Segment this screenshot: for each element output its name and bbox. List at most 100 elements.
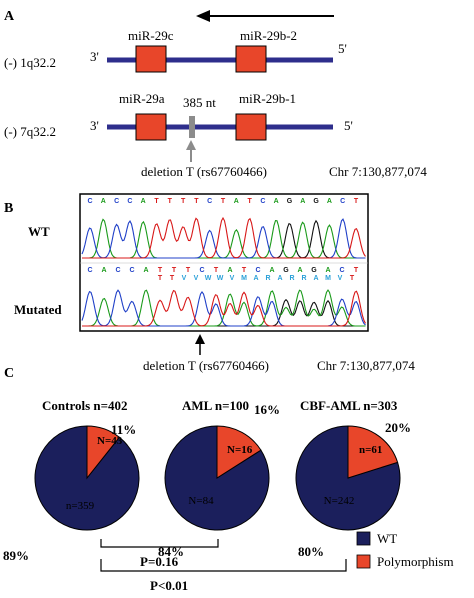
pie-title-aml: AML n=100 bbox=[182, 398, 249, 413]
chromatogram-pointer bbox=[195, 334, 205, 355]
panel-a: A (-) 1q32.2 3' 5' miR-29c miR-29b-2 (-)… bbox=[4, 9, 427, 179]
mut-base-17: A bbox=[325, 267, 330, 274]
deletion-site-marker bbox=[189, 116, 195, 138]
wt-base-13: C bbox=[260, 198, 265, 205]
pie-1-wt-count: N=84 bbox=[188, 495, 214, 507]
gene-mir29a-box bbox=[135, 113, 167, 141]
mut-base-5: T bbox=[158, 267, 163, 274]
mut-ambig-6: V bbox=[230, 275, 235, 282]
mut-ambig-14: M bbox=[325, 275, 331, 282]
pie-0-wt-percent: 89% bbox=[3, 548, 29, 563]
pie-2-slice-polymorphism bbox=[347, 425, 399, 479]
bracket-p016 bbox=[100, 539, 219, 548]
mut-base-4: A bbox=[143, 267, 148, 274]
locus-1q32: (-) 1q32.2 3' 5' miR-29c miR-29b-2 bbox=[4, 28, 347, 73]
pie-2-wt-percent: 80% bbox=[298, 544, 324, 559]
mut-base-6: T bbox=[172, 267, 177, 274]
locus-2-3prime: 3' bbox=[90, 118, 99, 133]
gene-mir29c-box bbox=[135, 45, 167, 73]
wt-base-20: T bbox=[354, 198, 359, 205]
mut-base-18: C bbox=[339, 267, 344, 274]
panel-b-deletion-label: deletion T (rs67760466) bbox=[143, 358, 269, 373]
mut-base-9: T bbox=[214, 267, 219, 274]
panel-b-chr-label: Chr 7:130,877,074 bbox=[317, 358, 415, 373]
pie-0-slice-polymorphism bbox=[86, 425, 121, 480]
wt-base-5: T bbox=[154, 198, 159, 205]
pie-2-poly-count: n=61 bbox=[359, 444, 382, 456]
mut-ambig-12: R bbox=[301, 275, 306, 282]
mut-ambig-7: M bbox=[241, 275, 247, 282]
pie-1-slice-polymorphism bbox=[216, 425, 262, 479]
panel-c-label: C bbox=[4, 366, 14, 381]
mut-ambig-5: W bbox=[217, 275, 224, 282]
gene-mir29b2-box bbox=[235, 45, 267, 73]
panel-b-label: B bbox=[4, 201, 13, 216]
p-value-016: P=0.16 bbox=[140, 554, 179, 569]
panel-c: C Controls n=402 AML n=100 CBF-AML n=303… bbox=[3, 366, 454, 593]
mut-base-15: A bbox=[297, 267, 302, 274]
mut-ambig-0: T bbox=[158, 275, 163, 282]
wt-base-11: A bbox=[234, 198, 239, 205]
wt-trace bbox=[81, 216, 366, 259]
legend-label-polymorphism: Polymorphism bbox=[377, 554, 454, 569]
wt-base-19: C bbox=[340, 198, 345, 205]
legend: WT Polymorphism bbox=[356, 531, 454, 569]
wt-base-16: A bbox=[300, 198, 305, 205]
mut-base-8: C bbox=[199, 267, 204, 274]
wt-base-1: A bbox=[101, 198, 106, 205]
locus-2-name: (-) 7q32.2 bbox=[4, 124, 56, 139]
pie-title-controls: Controls n=402 bbox=[42, 398, 128, 413]
mut-base-1: A bbox=[101, 267, 106, 274]
wt-base-0: C bbox=[87, 198, 92, 205]
wt-base-8: T bbox=[194, 198, 199, 205]
mut-ambig-1: T bbox=[170, 275, 175, 282]
mut-ambig-4: W bbox=[205, 275, 212, 282]
gene-mir29a-label: miR-29a bbox=[119, 91, 165, 106]
mut-base-13: A bbox=[269, 267, 274, 274]
pie-1-wt-percent: 84% bbox=[158, 544, 184, 559]
mut-ambig-15: V bbox=[338, 275, 343, 282]
mut-base-3: C bbox=[129, 267, 134, 274]
mutated-trace bbox=[81, 289, 366, 327]
bracket-p001 bbox=[100, 559, 347, 572]
pie-charts: N=43 n=359 11% 89% N=16 N=84 16% 84% n=61 N=242 20… bbox=[3, 402, 411, 563]
mut-ambig-3: V bbox=[194, 275, 199, 282]
mut-base-0: C bbox=[87, 267, 92, 274]
pie-0-poly-percent: 11% bbox=[111, 422, 136, 437]
gene-mir29b1-label: miR-29b-1 bbox=[239, 91, 296, 106]
wt-base-18: A bbox=[327, 198, 332, 205]
wt-base-9: C bbox=[207, 198, 212, 205]
mut-base-10: A bbox=[227, 267, 232, 274]
deletion-pointer bbox=[186, 140, 196, 162]
wt-base-7: T bbox=[181, 198, 186, 205]
gene-mir29b2-label: miR-29b-2 bbox=[240, 28, 297, 43]
wt-trace-channel-T bbox=[82, 216, 366, 259]
mut-base-16: G bbox=[311, 267, 317, 274]
wt-base-14: A bbox=[274, 198, 279, 205]
mut-base-14: G bbox=[283, 267, 289, 274]
mut-base-7: T bbox=[186, 267, 191, 274]
pie-2-poly-percent: 20% bbox=[385, 420, 411, 435]
legend-label-wt: WT bbox=[377, 531, 397, 546]
mut-ambig-2: V bbox=[182, 275, 187, 282]
wt-base-4: A bbox=[141, 198, 146, 205]
panel-a-label: A bbox=[4, 9, 15, 24]
pie-2-wt-count: N=242 bbox=[324, 495, 355, 507]
mut-ambig-13: A bbox=[313, 275, 318, 282]
panel-a-chr-label: Chr 7:130,877,074 bbox=[329, 164, 427, 179]
legend-swatch-wt bbox=[356, 531, 371, 546]
chromatogram-frame bbox=[79, 193, 369, 332]
mut-base-2: C bbox=[115, 267, 120, 274]
pie-0-wt-count: n=359 bbox=[66, 500, 95, 512]
mut-ambig-16: T bbox=[350, 275, 355, 282]
mutated-label: Mutated bbox=[14, 302, 62, 317]
gap-label: 385 nt bbox=[183, 95, 216, 110]
wt-base-12: T bbox=[247, 198, 252, 205]
pie-1-poly-percent: 16% bbox=[254, 402, 280, 417]
panel-a-deletion-label: deletion T (rs67760466) bbox=[141, 164, 267, 179]
locus-1-5prime: 5' bbox=[338, 41, 347, 56]
pie-1-poly-count: N=16 bbox=[227, 444, 253, 456]
